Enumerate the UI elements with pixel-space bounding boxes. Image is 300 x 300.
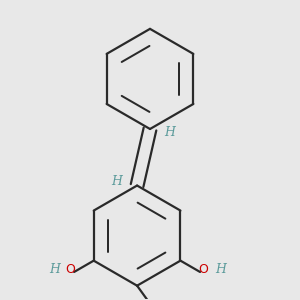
Text: H: H bbox=[112, 175, 122, 188]
Text: O: O bbox=[65, 263, 75, 276]
Text: H: H bbox=[49, 263, 60, 276]
Text: H: H bbox=[215, 263, 226, 276]
Text: H: H bbox=[165, 126, 176, 140]
Text: O: O bbox=[198, 263, 208, 276]
